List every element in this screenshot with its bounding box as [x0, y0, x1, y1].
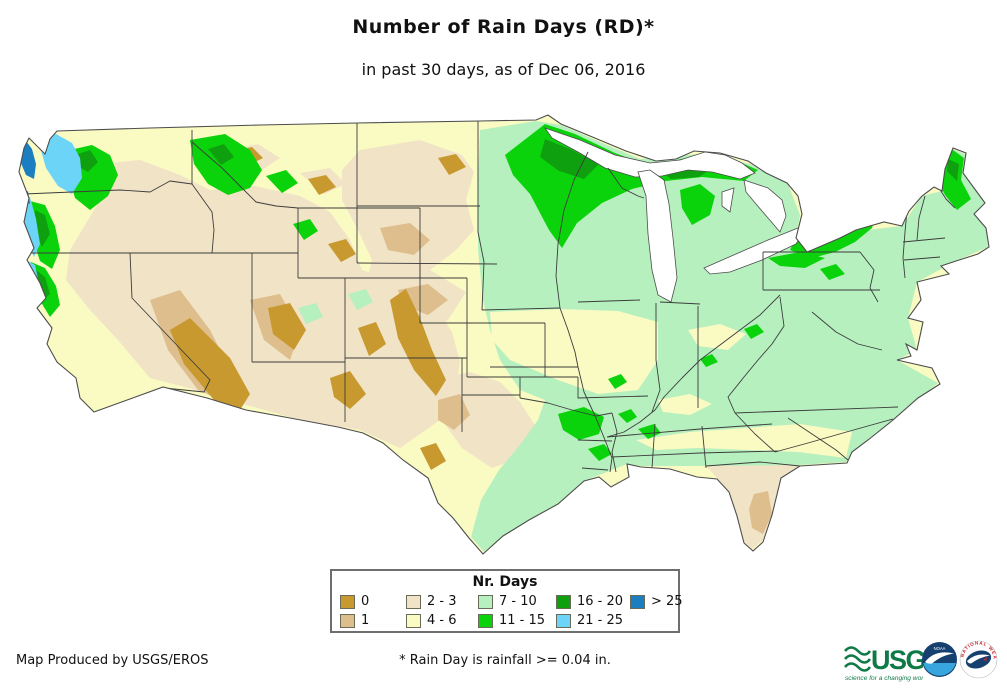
legend-label: > 25: [651, 594, 683, 609]
legend-label: 4 - 6: [427, 613, 457, 628]
map-region-cornbelt-yellow: [490, 309, 658, 394]
map-region-north-mn-darkgreen: [540, 139, 599, 179]
legend-label: 11 - 15: [499, 613, 546, 628]
noaa-seagull-icon: [925, 652, 954, 664]
lake-superior: [543, 127, 756, 180]
map-region-west-montana-green: [266, 170, 298, 193]
map-region-north-michigan-green: [680, 184, 715, 225]
usgs-wordmark: USGS: [871, 645, 923, 675]
map-region-puget-cyan: [38, 134, 82, 194]
nws-logo: NATIONAL WEATHER SERVICE: [959, 640, 998, 679]
legend-item: > 25: [630, 592, 683, 611]
nws-seagull-icon: [967, 654, 990, 664]
legend-swatch: [556, 594, 571, 609]
map-region-bigbend-0day: [420, 443, 446, 470]
lake-ontario: [813, 215, 861, 234]
saginaw-bay: [721, 187, 735, 213]
usgs-tagline: science for a changing world: [845, 675, 923, 682]
map-region-south-utah-0day: [268, 303, 306, 350]
legend-item: 0: [340, 592, 406, 611]
legend-label: 16 - 20: [577, 594, 624, 609]
map-region-co-nm-0day: [390, 289, 446, 396]
legend-swatch: [406, 613, 421, 628]
page-title: Number of Rain Days (RD)*: [352, 16, 655, 38]
us-outline: [18, 114, 990, 555]
legend-swatch: [478, 613, 493, 628]
legend-entries: 0 1 2 - 3 4 - 6 7 - 10 11 - 15 16 - 20 21 - 25 >…: [340, 592, 683, 630]
map-region-colorado-mint-1: [348, 289, 373, 310]
map-fill-layers: [19, 115, 989, 554]
map-region-louisiana-green: [588, 444, 612, 461]
map-region-gulf-yellow-band: [636, 424, 852, 458]
legend-label: 1: [361, 613, 370, 628]
map-region-nm-0day: [358, 322, 386, 356]
lake-huron: [743, 179, 787, 233]
legend-label: 7 - 10: [499, 594, 537, 609]
legend-title: Nr. Days: [472, 574, 538, 590]
map-region-yellowstone-green: [293, 219, 318, 240]
legend-box: Nr. Days 0 1 2 - 3 4 - 6 7 - 10 11 - 15 16 - 2…: [330, 569, 683, 633]
map-region-maine-darkgreen: [947, 159, 959, 181]
legend-item: 7 - 10: [478, 592, 556, 611]
legend-label: 21 - 25: [577, 613, 624, 628]
map-credit: Map Produced by USGS/EROS: [16, 653, 209, 668]
great-lakes: [543, 127, 861, 303]
legend-item: 11 - 15: [478, 611, 556, 630]
legend-swatch: [340, 613, 355, 628]
map-region-mt-0day-2: [308, 175, 336, 195]
lake-michigan: [637, 169, 678, 303]
legend-swatch: [556, 613, 571, 628]
noaa-wordmark: NOAA: [934, 646, 946, 651]
map-region-north-pa-green: [768, 252, 825, 268]
map-region-pa-green-2: [820, 264, 845, 280]
map-region-wv-green-1: [744, 324, 764, 339]
map-region-ohio-yellow: [688, 324, 746, 350]
legend-label: 2 - 3: [427, 594, 457, 609]
rain-day-definition-note: * Rain Day is rainfall >= 0.04 in.: [399, 653, 611, 668]
usgs-wave-icon: [844, 646, 872, 672]
legend-item: 4 - 6: [406, 611, 478, 630]
legend-swatch: [478, 594, 493, 609]
map-region-ky-yellow: [658, 394, 712, 415]
map-region-wy-0day: [328, 239, 356, 262]
usgs-logo: USGS science for a changing world: [844, 645, 923, 682]
noaa-logo: NOAA: [922, 642, 957, 677]
legend-item: 16 - 20: [556, 592, 630, 611]
map-region-idaho-darkgreen: [208, 144, 234, 165]
map-region-arizona-0day: [170, 318, 250, 410]
legend-item: 21 - 25: [556, 611, 630, 630]
map-region-north-idaho-green: [190, 134, 262, 195]
map-region-florida-1day: [749, 491, 772, 534]
map-region-missouri-green: [608, 374, 627, 389]
legend-item: 2 - 3: [406, 592, 478, 611]
map-region-tn-green-2: [618, 409, 637, 423]
legend-item: 1: [340, 611, 406, 630]
map-region-sd-1day: [380, 223, 430, 255]
map-region-colorado-mint-2: [298, 303, 323, 324]
map-region-az-nm-border-0day: [330, 371, 366, 409]
legend-label: 0: [361, 594, 370, 609]
noaa-sea: [923, 663, 956, 676]
legend-swatch: [630, 594, 645, 609]
map-region-nd-0day: [438, 154, 466, 175]
page-subtitle: in past 30 days, as of Dec 06, 2016: [361, 60, 646, 79]
legend-swatch: [406, 594, 421, 609]
map-region-wv-green-2: [700, 354, 718, 367]
map-region-tn-green-1: [638, 424, 661, 439]
state-borders: [23, 121, 956, 473]
legend-swatch: [340, 594, 355, 609]
nws-red-mark: [983, 657, 987, 661]
